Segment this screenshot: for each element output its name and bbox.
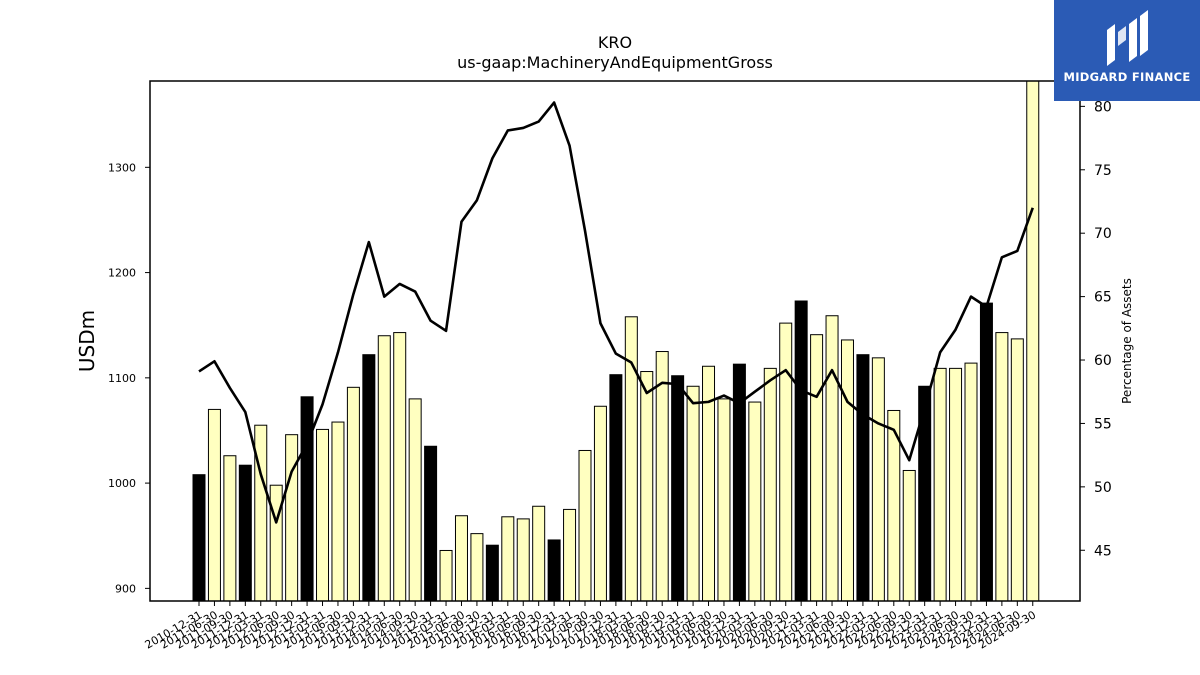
x-axis: 2010-12-312011-06-302011-09-302011-12-31… [143, 601, 1038, 652]
bar-2018-09-30 [655, 351, 669, 602]
y-axis-right-label: Percentage of Assets [1120, 278, 1134, 404]
bar-2019-09-30 [717, 398, 731, 602]
bar-2018-12-31 [671, 375, 685, 602]
bar-2014-06-30 [393, 332, 407, 602]
bar-2015-06-30 [454, 515, 468, 602]
bar-2014-12-31 [424, 445, 438, 602]
bar-2012-03-31 [254, 424, 268, 602]
y-right-tick-label: 45 [1094, 543, 1112, 559]
bar-2021-03-31 [810, 334, 824, 602]
bar-2021-06-30 [825, 315, 839, 602]
midgard-logo-icon [1107, 10, 1148, 66]
bar-2012-06-30 [269, 484, 283, 602]
percentage-line [198, 101, 1034, 524]
bar-2011-06-30 [207, 408, 221, 602]
bar-2017-09-30 [593, 405, 607, 602]
y-axis-right: 45 50 55 60 65 70 75 80 [1080, 99, 1112, 559]
plot-frame [149, 80, 1081, 602]
bar-2011-12-31 [238, 464, 252, 602]
bar-2016-03-31 [501, 516, 515, 602]
bar-2024-03-31 [995, 332, 1009, 602]
bar-2023-12-31 [979, 302, 993, 602]
bar-2022-03-31 [871, 357, 885, 602]
y-tick-label: 1100 [108, 372, 136, 385]
bar-2016-06-30 [516, 518, 530, 602]
bar-2015-09-30 [470, 533, 484, 602]
y-tick-label: 900 [115, 582, 136, 595]
bar-group [192, 80, 1040, 602]
bar-2023-09-30 [964, 362, 978, 602]
logo-text: MIDGARD FINANCE [1063, 70, 1191, 84]
y-right-tick-label: 80 [1094, 99, 1112, 115]
chart-title: KRO [598, 33, 632, 52]
y-right-tick-label: 65 [1094, 290, 1112, 306]
bar-2020-12-31 [794, 300, 808, 602]
bar-2023-06-30 [949, 367, 963, 602]
bar-2024-09-30 [1026, 80, 1040, 602]
y-right-tick-label: 60 [1094, 353, 1112, 369]
midgard-finance-logo: MIDGARD FINANCE [1054, 0, 1200, 101]
bar-2013-09-30 [346, 386, 360, 602]
y-right-tick-label: 55 [1094, 416, 1112, 432]
bar-2013-06-30 [331, 421, 345, 602]
bar-2024-06-30 [1010, 338, 1024, 602]
bar-2012-09-30 [285, 434, 299, 602]
bar-2013-12-31 [362, 354, 376, 602]
bar-2020-03-31 [748, 401, 762, 602]
y-right-tick-label: 50 [1094, 480, 1112, 496]
bar-2018-06-30 [640, 371, 654, 602]
bar-2019-03-31 [686, 385, 700, 602]
y-axis-left: 900 1000 1100 1200 1300 [108, 161, 150, 595]
bar-2016-12-31 [547, 539, 561, 602]
bar-2015-03-31 [439, 549, 453, 602]
bar-2023-03-31 [933, 367, 947, 602]
bar-2020-09-30 [779, 322, 793, 602]
bar-2020-06-30 [763, 367, 777, 602]
bar-2015-12-31 [485, 544, 499, 602]
bar-2017-03-31 [563, 508, 577, 602]
bar-2010-12-31 [192, 474, 206, 602]
y-axis-label: USDm [75, 310, 99, 372]
bar-2013-03-31 [316, 428, 330, 602]
y-tick-label: 1000 [108, 477, 136, 490]
y-tick-label: 1200 [108, 267, 136, 280]
y-right-tick-label: 70 [1094, 226, 1112, 242]
bar-2014-03-31 [377, 335, 391, 602]
bar-2021-12-31 [856, 354, 870, 602]
bar-2022-09-30 [902, 469, 916, 602]
chart-subtitle: us-gaap:MachineryAndEquipmentGross [457, 53, 773, 72]
bar-2016-09-30 [532, 505, 546, 602]
bar-2017-12-31 [609, 374, 623, 602]
bar-2021-09-30 [840, 339, 854, 602]
bar-2017-06-30 [578, 449, 592, 602]
y-tick-label: 1300 [108, 161, 136, 174]
bar-2012-12-31 [300, 396, 314, 602]
bar-2014-09-30 [408, 398, 422, 602]
y-right-tick-label: 75 [1094, 163, 1112, 179]
bar-2011-09-30 [223, 455, 237, 602]
